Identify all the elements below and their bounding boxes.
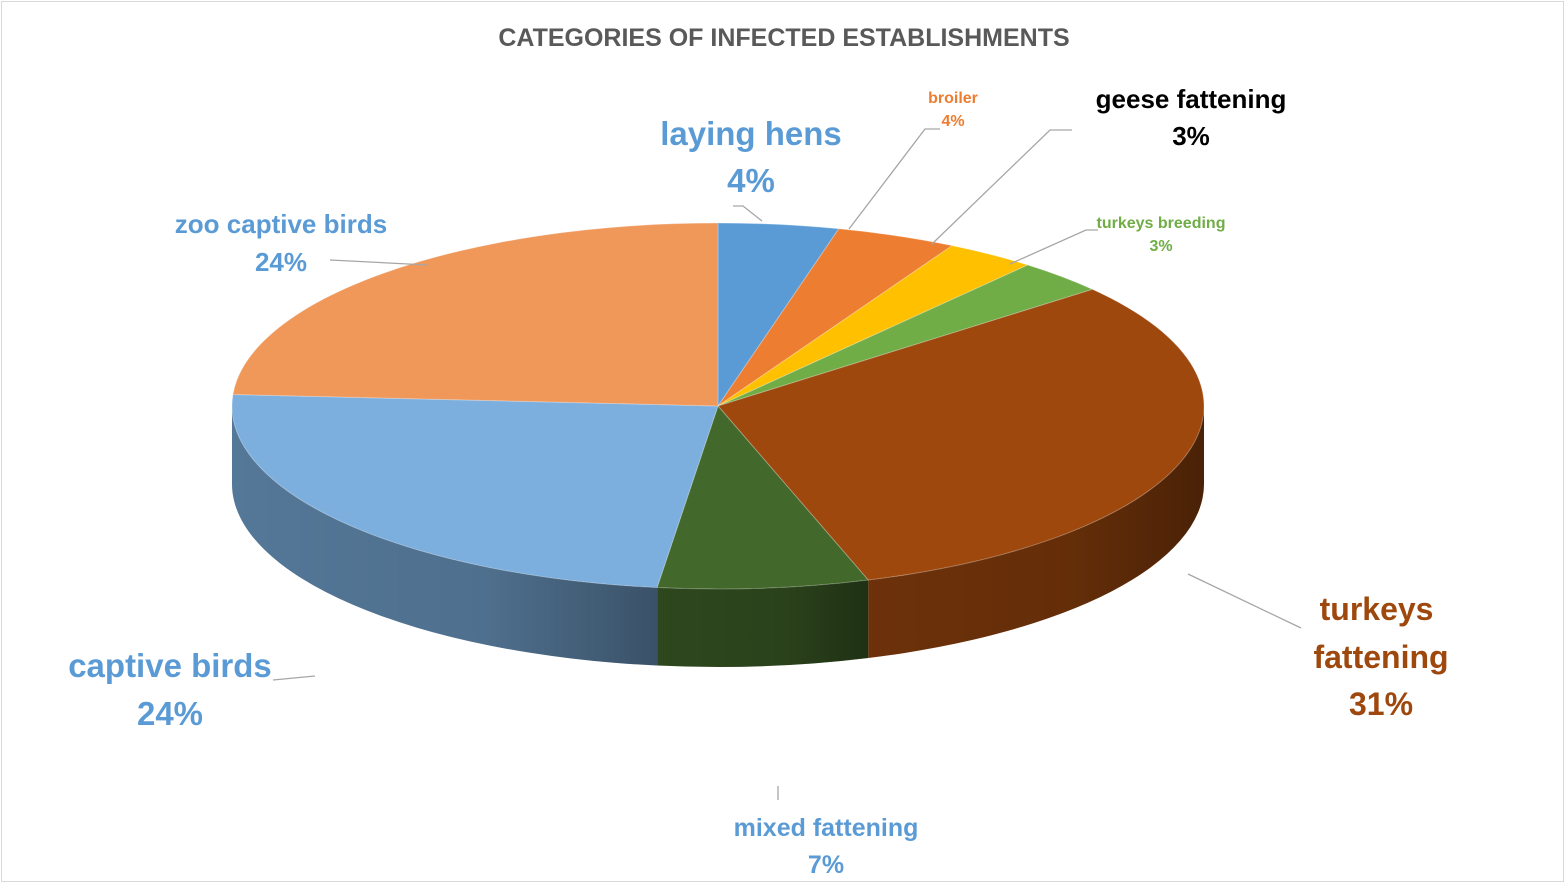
pie-sides — [232, 406, 1204, 667]
slice-value-label: 7% — [808, 851, 844, 879]
slice-value-label: 24% — [255, 247, 307, 277]
slice-name-label: mixed fattening — [734, 814, 919, 842]
slice-laying-hens — [717, 222, 840, 408]
slice-side-shading — [868, 406, 1204, 659]
leader-lines — [272, 128, 1302, 800]
slice-value-label: 3% — [1172, 121, 1210, 151]
leader-line-geese-fattening — [931, 129, 1072, 245]
leader-line-broiler — [848, 128, 940, 230]
slice-side-shading — [657, 580, 869, 667]
slice-name-label: geese fattening — [1096, 84, 1287, 114]
slice-value-label: 4% — [727, 162, 775, 199]
slice-value-label: 24% — [137, 695, 203, 732]
chart-title: CATEGORIES OF INFECTED ESTABLISHMENTS — [498, 24, 1069, 52]
slice-name-label: broiler — [928, 90, 978, 107]
slice-label-mixed-fattening: mixed fattening 7% — [734, 814, 919, 879]
leader-line-turkeys-breeding — [1009, 229, 1098, 265]
leader-line-zoo-captive-birds — [329, 259, 429, 266]
slice-name-label: turkeys fattening — [1313, 591, 1448, 675]
slice-captive-birds — [231, 393, 719, 589]
slice-name-label: captive birds — [68, 647, 272, 684]
slice-side-shading — [232, 406, 658, 666]
slice-broiler — [717, 228, 954, 407]
slice-name-label: laying hens — [660, 115, 842, 152]
slice-label-captive-birds: captive birds 24% — [68, 647, 272, 732]
slice-label-laying-hens: laying hens 4% — [660, 115, 842, 199]
slice-label-zoo-captive-birds: zoo captive birds 24% — [175, 209, 387, 277]
leader-line-captive-birds — [272, 675, 316, 681]
pie-top — [231, 222, 1205, 590]
slice-label-turkeys-fattening: turkeys fattening 31% — [1313, 591, 1448, 722]
slice-name-label: zoo captive birds — [175, 209, 387, 239]
slice-turkeys-breeding — [717, 264, 1094, 407]
slice-value-label: 4% — [941, 113, 964, 130]
slice-name-label: turkeys breeding — [1097, 215, 1226, 232]
slice-geese-fattening — [717, 245, 1030, 407]
slice-zoo-captive-birds — [232, 222, 719, 407]
leader-line-laying-hens — [733, 205, 763, 222]
slice-turkeys-fattening — [717, 288, 1205, 581]
slice-label-turkeys-breeding: turkeys breeding 3% — [1097, 215, 1226, 255]
slice-label-broiler: broiler 4% — [928, 90, 978, 130]
leader-line-turkeys-fattening — [1187, 573, 1302, 629]
slice-value-label: 3% — [1149, 238, 1172, 255]
slice-mixed-fattening — [656, 405, 870, 590]
slice-label-geese-fattening: geese fattening 3% — [1096, 84, 1287, 151]
slice-value-label: 31% — [1349, 686, 1413, 722]
